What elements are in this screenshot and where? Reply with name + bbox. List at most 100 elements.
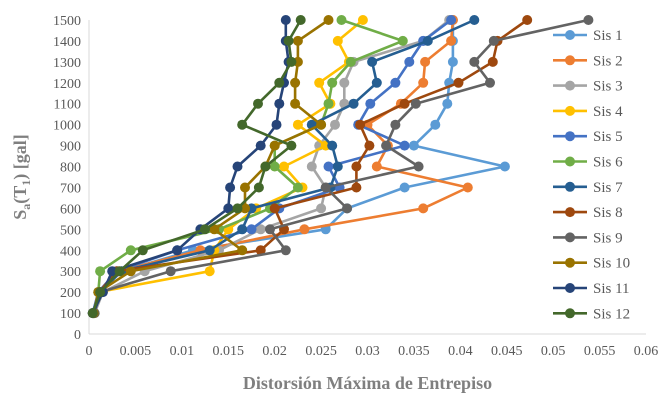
data-point	[399, 182, 410, 193]
legend-label: Sis 5	[593, 129, 623, 145]
data-point	[125, 266, 136, 277]
data-point	[410, 98, 421, 109]
data-point	[280, 15, 291, 25]
y-tick-label: 1100	[54, 98, 81, 113]
x-tick-label: 0.025	[305, 344, 337, 359]
data-point	[487, 56, 498, 67]
legend-swatch-marker	[565, 105, 575, 116]
data-point	[223, 203, 234, 214]
data-point	[336, 15, 347, 25]
legend-label: Sis 6	[593, 155, 623, 171]
legend-item: Sis 2	[553, 53, 623, 69]
data-point	[316, 119, 327, 130]
legend-item: Sis 11	[553, 281, 630, 297]
data-point	[583, 15, 594, 25]
x-tick-label: 0.03	[355, 344, 380, 359]
data-point	[269, 140, 280, 151]
data-point	[469, 56, 480, 67]
data-point	[232, 203, 243, 214]
data-point	[355, 119, 366, 130]
data-point	[279, 161, 289, 172]
data-point	[351, 161, 362, 172]
data-point	[364, 140, 375, 151]
data-point	[342, 203, 353, 214]
legend-label: Sis 7	[593, 180, 623, 196]
x-tick-label: 0.01	[170, 344, 195, 359]
data-point	[330, 119, 340, 130]
x-tick-label: 0.05	[541, 344, 566, 359]
legend-label: Sis 2	[593, 53, 623, 69]
data-point	[327, 140, 338, 151]
data-point	[442, 98, 453, 109]
data-point	[204, 266, 215, 277]
data-point	[283, 35, 294, 46]
data-point	[246, 224, 257, 235]
data-point	[327, 77, 338, 88]
legend-item: Sis 3	[553, 79, 623, 95]
data-point	[274, 98, 285, 109]
data-point	[323, 161, 334, 172]
y-tick-label: 700	[60, 181, 81, 196]
legend-label: Sis 12	[593, 306, 630, 322]
legend-item: Sis 1	[553, 28, 623, 44]
y-axis-title: Sa(T1) [gal]	[10, 134, 33, 220]
data-point	[499, 161, 510, 172]
y-tick-label: 400	[60, 244, 81, 259]
legend-swatch-marker	[565, 308, 575, 319]
data-point	[430, 119, 441, 130]
data-point	[292, 119, 303, 130]
data-point	[408, 140, 419, 151]
data-point	[107, 266, 118, 277]
data-point	[371, 161, 382, 172]
y-tick-labels: 0 100 200 300 400 500 600 700 800 900 1000 1100 1200…	[53, 14, 81, 343]
legend-item: Sis 12	[553, 306, 630, 322]
data-point	[469, 15, 480, 25]
y-tick-label: 1300	[53, 56, 81, 71]
legend-item: Sis 4	[553, 104, 623, 120]
data-point	[172, 245, 183, 256]
data-point	[280, 245, 291, 256]
data-point	[200, 224, 210, 235]
legend-swatch-marker	[565, 30, 575, 40]
y-tick-label: 300	[60, 265, 81, 280]
data-point	[240, 182, 250, 193]
data-point	[323, 15, 334, 25]
data-point	[95, 287, 106, 298]
legend-label: Sis 1	[593, 28, 623, 44]
data-point	[274, 77, 285, 88]
data-point	[447, 56, 458, 67]
data-point	[485, 77, 495, 88]
legend-item: Sis 10	[553, 256, 630, 272]
data-point	[255, 140, 266, 151]
data-point	[351, 182, 362, 193]
y-tick-label: 500	[60, 223, 81, 238]
data-point	[332, 35, 343, 46]
y-tick-label: 800	[60, 161, 81, 176]
data-point	[413, 161, 424, 172]
data-point	[316, 203, 327, 214]
data-point	[390, 77, 401, 88]
data-point	[165, 266, 176, 277]
y-tick-label: 900	[60, 140, 81, 155]
data-point	[339, 77, 350, 88]
plot-area: 0 0.005 0.01 0.015 0.02 0.025 0.03 0.035 0.04 0.0…	[53, 14, 658, 359]
data-point	[269, 161, 280, 172]
data-point	[332, 161, 343, 172]
data-point	[367, 56, 378, 67]
legend-swatch-marker	[565, 207, 575, 218]
data-point	[269, 203, 280, 214]
data-point	[271, 119, 282, 130]
data-point	[446, 15, 457, 25]
x-tick-label: 0	[86, 344, 93, 359]
legend-item: Sis 5	[553, 129, 623, 145]
data-point	[255, 224, 266, 235]
data-point	[345, 56, 356, 67]
x-tick-labels: 0 0.005 0.01 0.015 0.02 0.025 0.03 0.035 0.04 0.0…	[86, 344, 659, 359]
data-point	[237, 245, 248, 256]
data-point	[522, 15, 533, 25]
legend-label: Sis 10	[593, 256, 630, 272]
data-point	[225, 182, 236, 193]
legend-swatch-marker	[565, 156, 575, 167]
legend-label: Sis 9	[593, 230, 623, 246]
y-tick-label: 1500	[53, 14, 81, 29]
